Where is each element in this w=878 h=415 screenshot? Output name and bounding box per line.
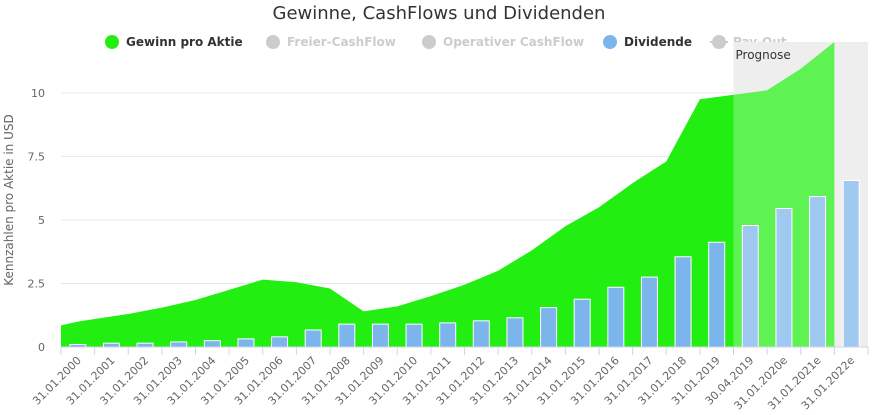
dividend-bar[interactable] — [338, 323, 356, 348]
legend-marker — [105, 35, 119, 49]
x-axis: 31.01.200031.01.200131.01.200231.01.2003… — [30, 346, 869, 412]
y-tick-label: 7.5 — [28, 150, 46, 163]
y-tick-label: 0 — [38, 341, 45, 354]
y-tick-label: 5 — [38, 214, 45, 227]
dividend-bar[interactable] — [506, 317, 524, 348]
dividend-bar[interactable] — [439, 322, 457, 348]
legend-item[interactable]: Freier-CashFlow — [266, 35, 396, 49]
dividend-bar[interactable] — [540, 307, 558, 348]
legend-label: Dividende — [624, 35, 692, 49]
y-axis-label: Kennzahlen pro Aktie in USD — [2, 114, 16, 286]
legend-item[interactable]: Dividende — [603, 35, 692, 49]
legend-item[interactable]: Operativer CashFlow — [422, 35, 584, 49]
dividend-bar[interactable] — [607, 286, 625, 348]
eps-area-path — [61, 42, 835, 347]
dividend-bar[interactable] — [203, 340, 221, 348]
dividend-bar[interactable] — [271, 336, 289, 348]
legend-label: Freier-CashFlow — [287, 35, 396, 49]
dividend-bars — [69, 180, 860, 348]
dividend-bar[interactable] — [640, 276, 658, 348]
dividend-bar[interactable] — [405, 323, 423, 348]
dividend-bar[interactable] — [708, 241, 726, 348]
chart-title: Gewinne, CashFlows und Dividenden — [273, 3, 606, 24]
dividend-bar[interactable] — [136, 342, 154, 348]
dividend-bar[interactable] — [371, 323, 389, 348]
legend-label: Gewinn pro Aktie — [126, 35, 243, 49]
forecast-label: Prognose — [736, 48, 791, 62]
dividend-bar[interactable] — [573, 298, 591, 348]
y-tick-label: 2.5 — [28, 277, 46, 290]
dividend-bar[interactable] — [674, 256, 692, 348]
legend-label: Operativer CashFlow — [443, 35, 584, 49]
forecast-overlay: Prognose — [733, 42, 868, 347]
legend: Gewinn pro Aktie Freier-CashFlow Operative… — [105, 35, 787, 49]
legend-marker — [603, 35, 617, 49]
dividend-bar[interactable] — [304, 329, 322, 348]
y-axis: 0 2.5 5 7.5 10 — [28, 87, 46, 354]
legend-marker — [266, 35, 280, 49]
y-tick-label: 10 — [31, 87, 45, 100]
dividend-bar[interactable] — [102, 342, 120, 348]
dividend-bar[interactable] — [237, 338, 255, 348]
eps-area — [61, 42, 835, 347]
forecast-tint — [733, 42, 868, 347]
legend-item[interactable]: Gewinn pro Aktie — [105, 35, 243, 49]
dividend-bar[interactable] — [472, 320, 490, 348]
dividend-bar[interactable] — [170, 341, 188, 348]
legend-marker — [422, 35, 436, 49]
